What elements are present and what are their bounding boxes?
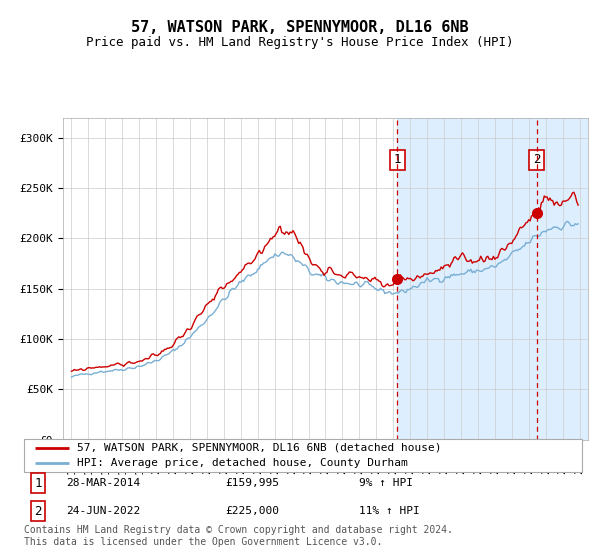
Text: 1: 1 [34,477,42,490]
Text: 28-MAR-2014: 28-MAR-2014 [66,478,140,488]
Text: 2: 2 [533,153,541,166]
Text: 57, WATSON PARK, SPENNYMOOR, DL16 6NB: 57, WATSON PARK, SPENNYMOOR, DL16 6NB [131,20,469,35]
Text: 57, WATSON PARK, SPENNYMOOR, DL16 6NB (detached house): 57, WATSON PARK, SPENNYMOOR, DL16 6NB (d… [77,443,442,453]
Text: HPI: Average price, detached house, County Durham: HPI: Average price, detached house, Coun… [77,459,408,468]
Text: 9% ↑ HPI: 9% ↑ HPI [359,478,413,488]
Bar [397,118,588,440]
Text: Price paid vs. HM Land Registry's House Price Index (HPI): Price paid vs. HM Land Registry's House … [86,36,514,49]
Text: 1: 1 [394,153,401,166]
Text: 2: 2 [34,505,42,517]
Text: 24-JUN-2022: 24-JUN-2022 [66,506,140,516]
Text: £159,995: £159,995 [225,478,279,488]
Text: £225,000: £225,000 [225,506,279,516]
Text: 11% ↑ HPI: 11% ↑ HPI [359,506,419,516]
Text: Contains HM Land Registry data © Crown copyright and database right 2024.
This d: Contains HM Land Registry data © Crown c… [24,525,453,547]
